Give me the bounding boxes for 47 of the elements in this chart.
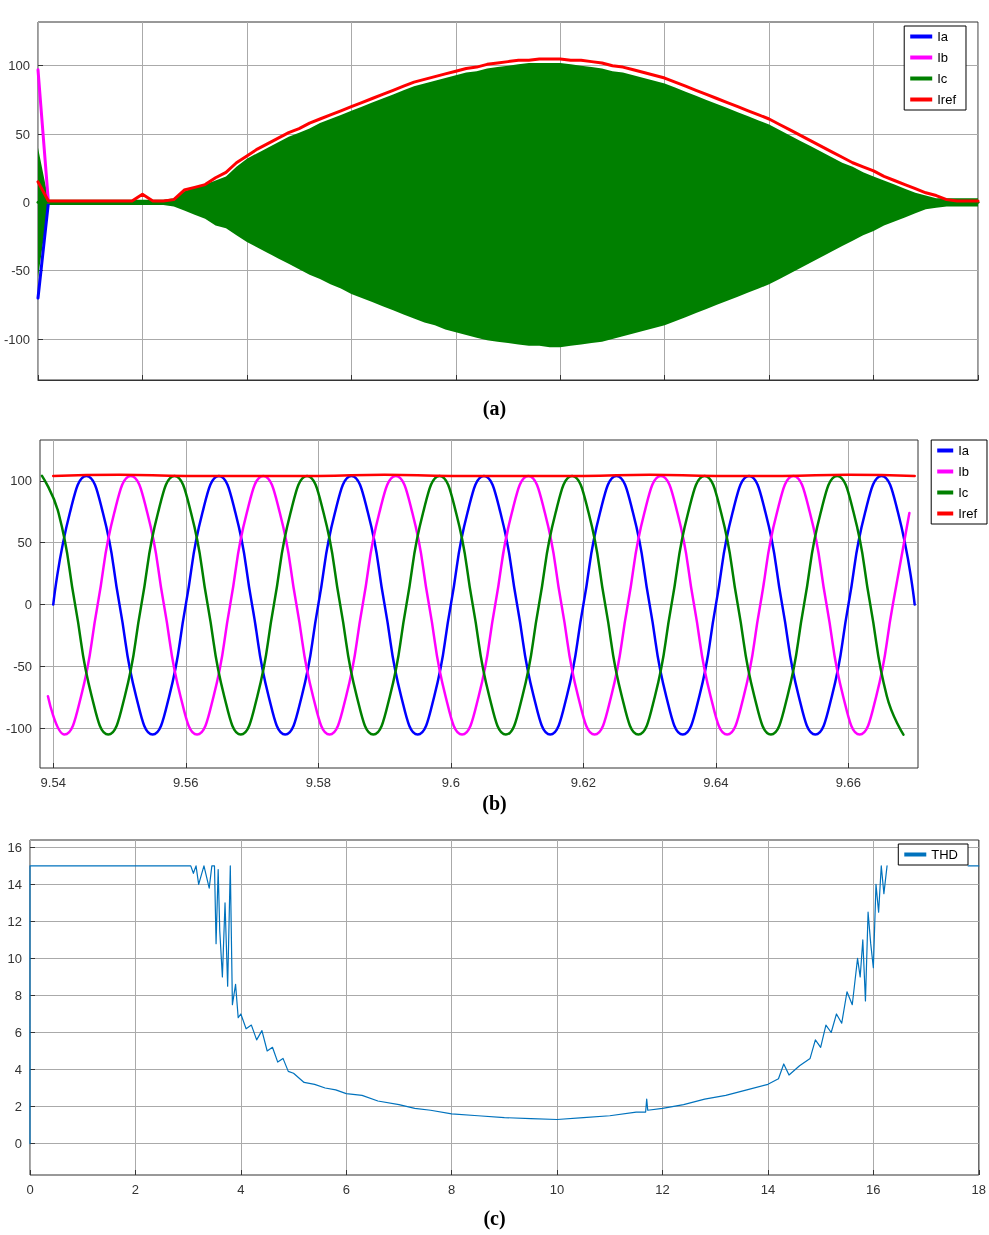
legend-label: Ib [958, 464, 970, 479]
legend-label: THD [931, 847, 958, 862]
y-tick-label: 10 [7, 950, 22, 966]
x-tick-label: 9.56 [173, 775, 199, 790]
x-tick-label: 18 [971, 1182, 986, 1197]
y-tick-label: -100 [3, 331, 30, 347]
y-tick-label: 0 [14, 1136, 22, 1152]
y-tick-label: 16 [7, 839, 22, 855]
y-tick-label: 4 [14, 1062, 22, 1077]
y-tick-label: 50 [15, 126, 30, 142]
y-tick-label: -50 [11, 263, 30, 279]
y-tick-label: 14 [7, 876, 22, 892]
x-tick-label: 9.64 [703, 775, 729, 790]
x-tick-label: 4 [237, 1182, 245, 1197]
legend-label: Iref [958, 506, 978, 521]
x-tick-label: 9.62 [570, 775, 597, 790]
y-tick-label: 50 [17, 535, 32, 551]
text: (c) [483, 1207, 506, 1230]
legend-label: Ia [958, 443, 970, 458]
y-tick-label: -50 [13, 659, 32, 675]
y-tick-label: 0 [24, 597, 32, 613]
legend-label: Iref [937, 92, 957, 107]
text: (b) [482, 792, 507, 815]
y-tick-label: -100 [5, 720, 32, 736]
y-tick-label: 8 [14, 987, 22, 1003]
legend-label: Ia [937, 29, 949, 44]
x-tick-label: 14 [760, 1182, 776, 1197]
y-tick-label: 6 [14, 1024, 22, 1040]
y-tick-label: 100 [8, 58, 30, 74]
x-tick-label: 12 [655, 1182, 670, 1197]
x-tick-label: 9.54 [40, 775, 66, 790]
x-tick-label: 8 [448, 1182, 456, 1197]
x-tick-label: 9.66 [835, 775, 862, 790]
text: (a) [482, 397, 507, 420]
x-tick-label: 9.6 [441, 775, 460, 790]
x-tick-label: 16 [866, 1182, 881, 1197]
x-tick-label: 9.58 [305, 775, 331, 790]
legend-label: Ic [958, 485, 969, 500]
legend-label: Ib [937, 50, 949, 65]
y-tick-label: 0 [22, 194, 30, 210]
x-tick-label: 10 [549, 1182, 565, 1197]
x-tick-label: 2 [131, 1182, 140, 1197]
y-tick-label: 12 [7, 913, 22, 929]
x-tick-label: 6 [342, 1182, 350, 1197]
y-tick-label: 2 [14, 1099, 22, 1115]
y-tick-label: 100 [10, 473, 32, 489]
legend-label: Ic [937, 71, 948, 86]
